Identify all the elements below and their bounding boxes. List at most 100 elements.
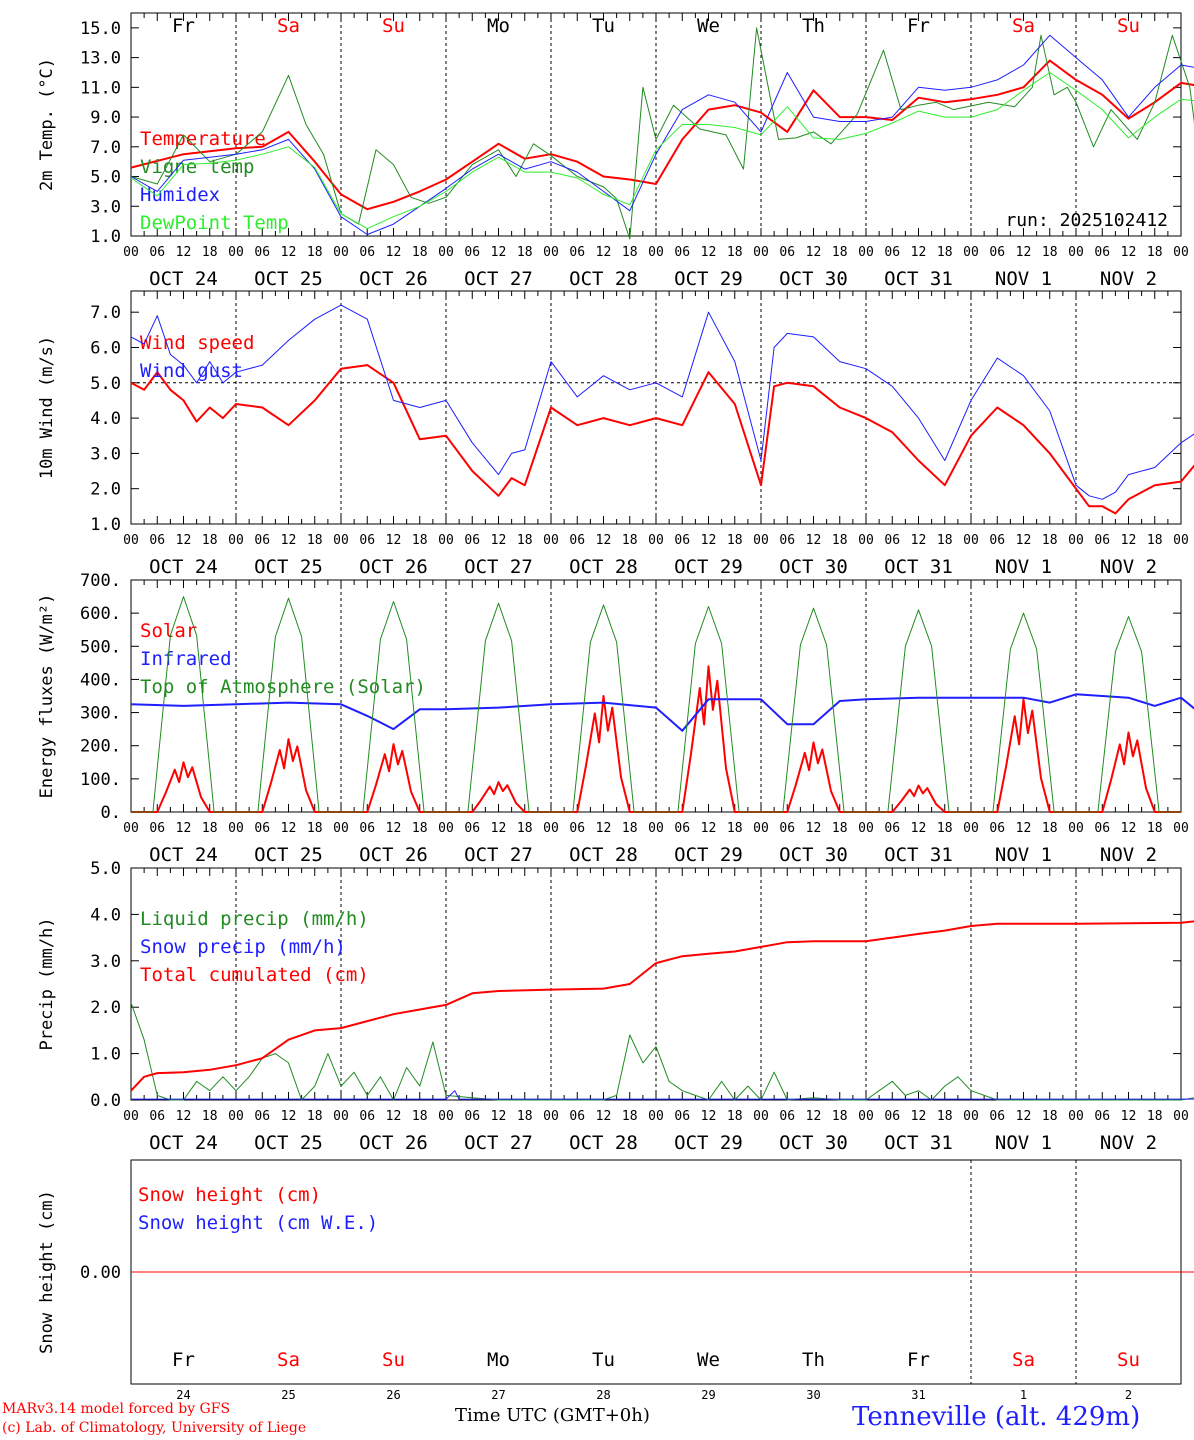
run-label: run: 2025102412 [1005,210,1168,231]
wind-series-wind-gust [130,304,1194,500]
wind-hour-label: 06 [884,533,900,548]
wind-hour-label: 18 [1147,533,1163,548]
precip-hour-label: 12 [1016,1109,1032,1124]
weekday-label-bottom: Th [802,1349,825,1371]
energy-y-tick-label: 600. [80,604,121,624]
temperature-series-dewpoint-temp [130,72,1194,230]
model-credit: MARv3.14 model forced by GFS [2,1401,231,1417]
precip-hour-label: 18 [622,1109,638,1124]
wind-y-tick-label: 6.0 [90,338,121,358]
energy-date-label: OCT 29 [674,844,743,866]
wind-hour-label: 12 [491,533,507,548]
precip-hour-label: 06 [884,1109,900,1124]
day-number-label: 25 [281,1388,295,1402]
wind-hour-label: 18 [307,533,323,548]
energy-hour-label: 12 [701,821,717,836]
precip-date-label: OCT 27 [464,1132,533,1154]
weekday-label-top: Th [802,15,825,37]
precip-hour-label: 06 [359,1109,375,1124]
energy-y-tick-label: 200. [80,737,121,757]
temperature-hour-label: 12 [491,245,507,260]
wind-hour-label: 12 [596,533,612,548]
temperature-y-tick-label: 1.0 [90,227,121,247]
temperature-hour-label: 18 [937,245,953,260]
energy-hour-label: 06 [1094,821,1110,836]
temperature-hour-label: 00 [1068,245,1084,260]
wind-y-tick-label: 4.0 [90,409,121,429]
energy-hour-label: 06 [464,821,480,836]
energy-hour-label: 00 [228,821,244,836]
temperature-hour-label: 00 [648,245,664,260]
energy-y-tick-label: 500. [80,637,121,657]
day-number-label: 31 [911,1388,925,1402]
weekday-label-bottom: Sa [1012,1349,1035,1371]
precip-y-tick-label: 2.0 [90,998,121,1018]
wind-y-tick-label: 1.0 [90,515,121,535]
temperature-hour-label: 12 [911,245,927,260]
energy-hour-label: 18 [517,821,533,836]
precip-hour-label: 18 [832,1109,848,1124]
energy-series-infrared [130,693,1194,732]
temperature-hour-label: 12 [596,245,612,260]
weekday-label-bottom: Fr [172,1349,195,1371]
wind-y-tick-label: 5.0 [90,374,121,394]
temperature-hour-label: 06 [1094,245,1110,260]
weekday-label-top: Sa [1012,15,1035,37]
temperature-date-label: OCT 29 [674,268,743,290]
wind-hour-label: 18 [1042,533,1058,548]
temperature-hour-label: 18 [1147,245,1163,260]
precip-date-label: OCT 31 [884,1132,953,1154]
precip-y-axis-title: Precip (mm/h) [37,917,57,1050]
precip-hour-label: 00 [963,1109,979,1124]
wind-y-tick-label: 3.0 [90,444,121,464]
wind-hour-label: 00 [438,533,454,548]
energy-hour-label: 18 [307,821,323,836]
wind-hour-label: 18 [937,533,953,548]
precip-hour-label: 00 [753,1109,769,1124]
weekday-label-bottom: Mo [487,1349,510,1371]
temperature-hour-label: 06 [884,245,900,260]
temperature-hour-label: 00 [333,245,349,260]
day-number-label: 1 [1020,1388,1027,1402]
precip-hour-label: 06 [149,1109,165,1124]
temperature-date-label: OCT 24 [149,268,218,290]
wind-hour-label: 06 [779,533,795,548]
wind-hour-label: 18 [622,533,638,548]
temperature-hour-label: 18 [517,245,533,260]
wind-date-label: OCT 27 [464,556,533,578]
precip-hour-label: 00 [123,1109,139,1124]
energy-hour-label: 06 [359,821,375,836]
energy-hour-label: 12 [491,821,507,836]
energy-hour-label: 00 [858,821,874,836]
temperature-legend-entry: Humidex [140,184,220,206]
wind-hour-label: 00 [1068,533,1084,548]
precip-y-tick-label: 5.0 [90,859,121,879]
energy-y-tick-label: 100. [80,770,121,790]
temperature-hour-label: 12 [701,245,717,260]
wind-date-label: OCT 25 [254,556,323,578]
wind-hour-label: 12 [1121,533,1137,548]
precip-hour-label: 12 [491,1109,507,1124]
energy-legend-entry: Solar [140,620,197,642]
temperature-y-tick-label: 15.0 [80,19,121,39]
temperature-series-vigne-temp [130,27,1194,240]
energy-hour-label: 00 [438,821,454,836]
wind-hour-label: 18 [727,533,743,548]
precip-hour-label: 18 [517,1109,533,1124]
x-axis-title: Time UTC (GMT+0h) [455,1405,650,1426]
energy-date-label: OCT 27 [464,844,533,866]
precip-legend-entry: Liquid precip (mm/h) [140,908,369,930]
temperature-date-label: OCT 26 [359,268,428,290]
wind-hour-label: 06 [149,533,165,548]
day-number-label: 27 [491,1388,505,1402]
precip-hour-label: 06 [254,1109,270,1124]
wind-date-label: OCT 31 [884,556,953,578]
temperature-hour-label: 00 [228,245,244,260]
temperature-date-label: OCT 25 [254,268,323,290]
precip-y-tick-label: 0.0 [90,1091,121,1111]
wind-hour-label: 18 [412,533,428,548]
precip-hour-label: 18 [307,1109,323,1124]
snow-y-tick-label: 0.00 [80,1263,121,1283]
energy-hour-label: 06 [569,821,585,836]
wind-hour-label: 18 [517,533,533,548]
